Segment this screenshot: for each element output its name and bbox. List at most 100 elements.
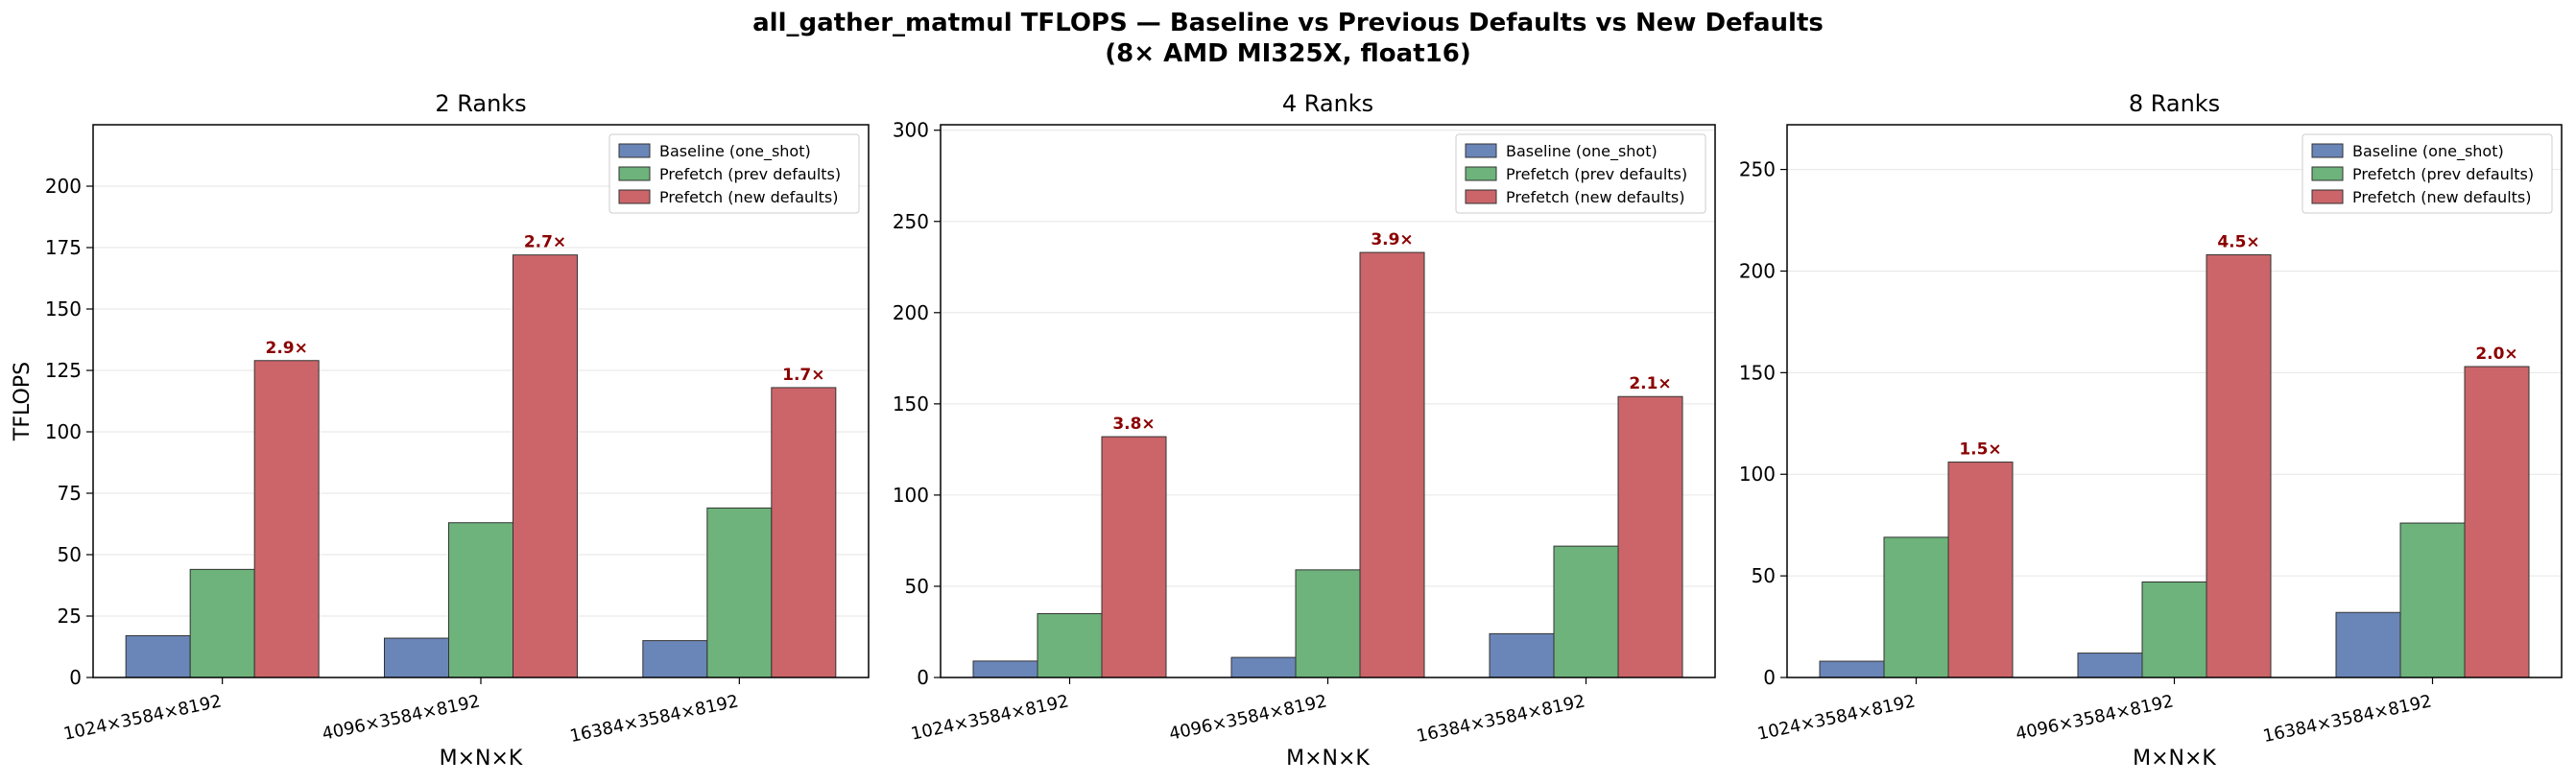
speedup-label: 2.0×	[2475, 344, 2517, 364]
legend-swatch-new	[618, 189, 651, 204]
bar-new	[513, 254, 578, 678]
bar-new	[1617, 395, 1683, 678]
legend-swatch-baseline	[618, 143, 651, 158]
x-axis-label: M×N×K	[1286, 747, 1370, 771]
bar-new	[1359, 251, 1425, 678]
y-tick-label: 200	[893, 301, 929, 324]
speedup-label: 1.7×	[782, 366, 824, 385]
figure-title-line1: all_gather_matmul TFLOPS — Baseline vs P…	[752, 9, 1824, 37]
bar-baseline	[125, 634, 191, 678]
legend-label-prev: Prefetch (prev defaults)	[1506, 165, 1687, 183]
bar-new	[2464, 366, 2530, 678]
x-tick-label: 1024×3584×8192	[1755, 691, 1917, 744]
legend-label-prev: Prefetch (prev defaults)	[2352, 165, 2534, 183]
speedup-label: 4.5×	[2217, 233, 2259, 252]
legend-label-prev: Prefetch (prev defaults)	[659, 165, 841, 183]
x-tick-label: 16384×3584×8192	[2261, 691, 2434, 747]
legend-swatch-new	[2311, 189, 2344, 204]
bar-prev	[189, 568, 255, 678]
bar-prev	[1553, 545, 1619, 678]
y-tick-label: 150	[45, 297, 82, 321]
y-tick-label: 300	[893, 119, 929, 142]
legend-box	[2302, 133, 2553, 214]
y-tick-label: 0	[69, 666, 82, 689]
y-tick-label: 175	[45, 236, 82, 259]
x-axis-label: M×N×K	[440, 747, 523, 771]
x-axis-label: M×N×K	[2133, 747, 2216, 771]
bar-new	[1947, 462, 2014, 678]
speedup-label: 3.8×	[1112, 415, 1155, 434]
legend-swatch-prev	[1465, 166, 1497, 181]
bar-new	[1101, 436, 1167, 678]
speedup-label: 2.7×	[524, 233, 566, 252]
y-tick-label: 200	[1739, 259, 1776, 282]
bar-baseline	[1819, 660, 1885, 678]
legend-label-new: Prefetch (new defaults)	[2352, 188, 2531, 206]
legend-box	[1455, 133, 1706, 214]
bar-prev	[1295, 569, 1361, 678]
panel-title: 8 Ranks	[2129, 90, 2220, 117]
legend-swatch-baseline	[1465, 143, 1497, 158]
figure-title: all_gather_matmul TFLOPS — Baseline vs P…	[0, 8, 2576, 69]
speedup-label: 3.9×	[1371, 230, 1413, 249]
y-tick-label: 0	[1763, 666, 1776, 689]
legend-label-baseline: Baseline (one_shot)	[659, 142, 811, 161]
legend: Baseline (one_shot) Prefetch (prev defaul…	[608, 133, 860, 214]
y-tick-label: 250	[1739, 158, 1776, 181]
legend-swatch-prev	[618, 166, 651, 181]
y-axis-label: TFLOPS	[11, 362, 35, 441]
bar-baseline	[2077, 653, 2143, 678]
bar-baseline	[2335, 611, 2401, 678]
panel-2: 3.8× 3.9× 2.1× 0 50 100 150 200 250 300 1024×3584×…	[893, 90, 1716, 771]
bar-prev	[448, 522, 513, 678]
figure-title-line2: (8× AMD MI325X, float16)	[1105, 39, 1471, 68]
x-tick-label: 4096×3584×8192	[1167, 691, 1328, 744]
y-tick-label: 250	[893, 210, 929, 233]
bar-prev	[706, 507, 773, 678]
bar-prev	[2141, 581, 2207, 678]
legend-label-new: Prefetch (new defaults)	[1506, 188, 1684, 206]
y-tick-label: 150	[893, 392, 929, 416]
bar-baseline	[642, 640, 708, 678]
speedup-label: 2.9×	[265, 339, 307, 358]
y-tick-label: 25	[58, 605, 82, 628]
bar-prev	[1883, 536, 1949, 678]
x-tick-label: 16384×3584×8192	[568, 691, 741, 747]
bar-new	[253, 360, 320, 678]
y-tick-label: 50	[905, 575, 929, 598]
bar-prev	[2399, 522, 2466, 678]
y-tick-label: 50	[58, 543, 82, 566]
panel-1: 2.9× 2.7× 1.7× 0 25 50 75 100 125 150 175 200 1024×3…	[11, 90, 870, 771]
legend: Baseline (one_shot) Prefetch (prev defaul…	[2302, 133, 2553, 214]
legend-label-new: Prefetch (new defaults)	[659, 188, 838, 206]
bar-new	[771, 387, 837, 678]
legend-label-baseline: Baseline (one_shot)	[1506, 142, 1658, 161]
legend: Baseline (one_shot) Prefetch (prev defaul…	[1455, 133, 1706, 214]
panel-title: 4 Ranks	[1282, 90, 1373, 117]
bar-baseline	[384, 637, 449, 678]
y-tick-label: 100	[893, 484, 929, 507]
y-tick-label: 100	[45, 420, 82, 443]
legend-swatch-new	[1465, 189, 1497, 204]
bar-baseline	[1230, 656, 1297, 678]
x-tick-label: 1024×3584×8192	[909, 691, 1070, 744]
legend-box	[608, 133, 860, 214]
x-tick-label: 1024×3584×8192	[61, 691, 223, 744]
bar-baseline	[972, 660, 1038, 678]
x-tick-label: 4096×3584×8192	[321, 691, 482, 744]
y-tick-label: 200	[45, 175, 82, 198]
y-tick-label: 50	[1752, 564, 1776, 587]
legend-swatch-baseline	[2311, 143, 2344, 158]
speedup-label: 2.1×	[1629, 374, 1671, 393]
legend-label-baseline: Baseline (one_shot)	[2352, 142, 2504, 161]
y-tick-label: 0	[917, 666, 929, 689]
bar-new	[2206, 254, 2272, 678]
bar-baseline	[1489, 632, 1555, 678]
y-tick-label: 75	[58, 482, 82, 505]
x-tick-label: 16384×3584×8192	[1415, 691, 1587, 747]
y-tick-label: 100	[1739, 463, 1776, 486]
panel-3: 1.5× 4.5× 2.0× 0 50 100 150 200 250 1024×3584×819…	[1739, 90, 2563, 771]
x-tick-label: 4096×3584×8192	[2014, 691, 2175, 744]
bar-prev	[1037, 612, 1103, 678]
